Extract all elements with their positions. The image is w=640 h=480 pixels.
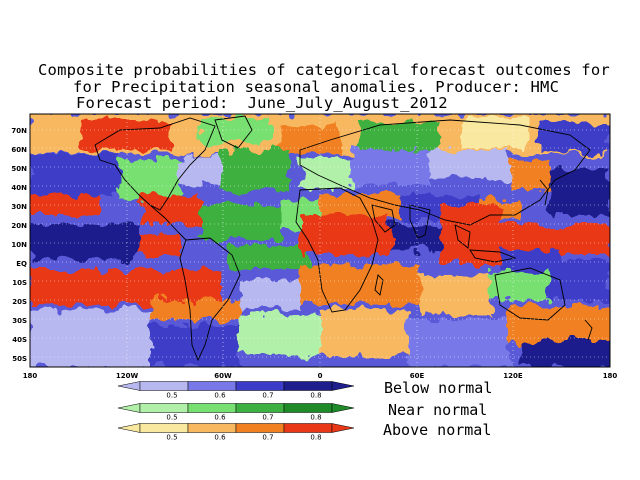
lat-label-50s: 50S <box>12 355 27 363</box>
lon-label-120e: 120E <box>503 372 523 380</box>
legend-tick-label: 0.6 <box>214 414 226 422</box>
legend-swatch <box>235 423 285 433</box>
lat-label-20s: 20S <box>12 298 27 306</box>
legend-swatch <box>187 381 237 391</box>
legend-label-near-normal: Near normal <box>388 401 488 419</box>
lat-label-10n: 10N <box>11 241 27 249</box>
legend-bar-1: 0.5 0.6 0.7 0.8 <box>117 403 355 422</box>
lat-label-70n: 70N <box>11 127 27 135</box>
lon-label-0: 0 <box>318 372 323 380</box>
forecast-period: Forecast period: June_July_August_2012 <box>76 94 448 112</box>
legend-swatch <box>235 381 285 391</box>
chart-title-line-1: Composite probabilities of categorical f… <box>38 61 610 79</box>
lat-label-20n: 20N <box>11 222 27 230</box>
lat-label-10s: 10S <box>12 279 27 287</box>
legend-tick-label: 0.7 <box>262 414 273 422</box>
lon-label-180: 180 <box>603 372 618 380</box>
graticule <box>30 114 610 367</box>
legend-swatch <box>283 381 333 391</box>
lat-label-40s: 40S <box>12 336 27 344</box>
lon-label-60e: 60E <box>410 372 425 380</box>
legend-swatch <box>283 423 333 433</box>
chart-title-line-2: for Precipitation seasonal anomalies. Pr… <box>73 78 560 96</box>
legend: 0.5 0.6 0.7 0.8 0.5 0.6 0.7 0.8 0.5 0.6 0.7 0.8 <box>117 381 355 442</box>
lat-label-30n: 30N <box>11 203 27 211</box>
legend-tick-label: 0.8 <box>310 414 321 422</box>
legend-bar-0: 0.5 0.6 0.7 0.8 <box>117 381 355 400</box>
legend-tick-label: 0.7 <box>262 434 273 442</box>
legend-swatch <box>187 403 237 413</box>
legend-tick-label: 0.6 <box>214 434 226 442</box>
map-frame <box>29 113 611 368</box>
legend-tick-label: 0.8 <box>310 392 321 400</box>
legend-label-below-normal: Below normal <box>384 379 493 397</box>
lat-label-30s: 30S <box>12 317 27 325</box>
lat-label-40n: 40N <box>11 184 27 192</box>
legend-swatch <box>139 423 189 433</box>
legend-tick-label: 0.5 <box>166 392 177 400</box>
lon-label-120w: 120W <box>116 372 139 380</box>
lat-label-eq: EQ <box>16 260 27 268</box>
latitude-labels: 70N 60N 50N 40N 30N 20N 10N EQ 10S 20S 30S 40S 50S <box>11 127 27 363</box>
legend-swatch <box>283 403 333 413</box>
legend-tick-label: 0.5 <box>166 414 177 422</box>
legend-tick-label: 0.7 <box>262 392 273 400</box>
legend-tick-label: 0.8 <box>310 434 321 442</box>
lon-label-60w: 60W <box>214 372 232 380</box>
anomaly-field <box>30 114 610 367</box>
legend-swatch <box>187 423 237 433</box>
lon-label-180: 180 <box>23 372 38 380</box>
legend-tick-label: 0.6 <box>214 392 226 400</box>
legend-swatch <box>235 403 285 413</box>
coastlines <box>94 115 593 362</box>
legend-bar-2: 0.5 0.6 0.7 0.8 <box>117 423 355 442</box>
legend-label-above-normal: Above normal <box>383 421 492 439</box>
legend-swatch <box>139 403 189 413</box>
lat-label-50n: 50N <box>11 165 27 173</box>
legend-swatch <box>139 381 189 391</box>
lat-label-60n: 60N <box>11 146 27 154</box>
legend-tick-label: 0.5 <box>166 434 177 442</box>
longitude-labels: 180 120W 60W 0 60E 120E 180 <box>23 372 618 380</box>
